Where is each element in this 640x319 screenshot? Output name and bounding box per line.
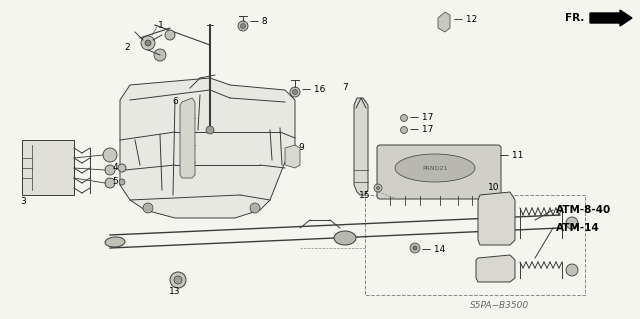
Polygon shape (476, 255, 515, 282)
Text: 13: 13 (169, 287, 180, 296)
Text: — 16: — 16 (302, 85, 325, 94)
Circle shape (145, 40, 151, 46)
Polygon shape (285, 145, 300, 168)
Text: — 14: — 14 (422, 246, 445, 255)
Text: ATM-8-40: ATM-8-40 (556, 205, 611, 215)
Text: 7: 7 (342, 84, 348, 93)
Circle shape (170, 272, 186, 288)
Circle shape (103, 148, 117, 162)
Circle shape (119, 179, 125, 185)
Text: S5PA−B3500: S5PA−B3500 (470, 300, 529, 309)
Text: PRND21: PRND21 (422, 166, 448, 170)
FancyArrow shape (590, 10, 632, 26)
Circle shape (143, 203, 153, 213)
Ellipse shape (395, 154, 475, 182)
Text: — 8: — 8 (250, 18, 268, 26)
Polygon shape (478, 192, 515, 245)
Circle shape (174, 276, 182, 284)
Text: 1: 1 (158, 20, 164, 29)
Polygon shape (180, 98, 195, 178)
Circle shape (401, 115, 408, 122)
Text: 2: 2 (124, 43, 130, 53)
Circle shape (206, 126, 214, 134)
Text: — 11: — 11 (500, 151, 524, 160)
Circle shape (118, 164, 126, 172)
Text: 10: 10 (488, 183, 500, 192)
Circle shape (413, 246, 417, 250)
Circle shape (376, 187, 380, 189)
Text: ATM-14: ATM-14 (556, 223, 600, 233)
Text: 4: 4 (113, 164, 118, 173)
Text: 5: 5 (112, 177, 118, 187)
Polygon shape (438, 12, 450, 32)
Circle shape (154, 49, 166, 61)
Circle shape (250, 203, 260, 213)
Text: 9: 9 (298, 144, 304, 152)
Text: 3: 3 (20, 197, 26, 206)
Bar (365, 195, 585, 295)
Circle shape (290, 87, 300, 97)
Polygon shape (354, 98, 368, 195)
Text: — 17: — 17 (410, 125, 433, 135)
Circle shape (238, 21, 248, 31)
Circle shape (566, 264, 578, 276)
Circle shape (241, 24, 246, 28)
FancyBboxPatch shape (377, 145, 501, 199)
Circle shape (374, 184, 382, 192)
Text: FR.: FR. (564, 13, 584, 23)
Text: — 12: — 12 (454, 16, 477, 25)
Circle shape (165, 30, 175, 40)
Text: 6: 6 (172, 98, 178, 107)
Polygon shape (120, 78, 295, 218)
Bar (22, 140, 74, 195)
Text: 15: 15 (358, 191, 370, 201)
Circle shape (105, 165, 115, 175)
Circle shape (105, 178, 115, 188)
Circle shape (410, 243, 420, 253)
Ellipse shape (334, 231, 356, 245)
Circle shape (292, 90, 298, 94)
Ellipse shape (105, 237, 125, 247)
Circle shape (401, 127, 408, 133)
Circle shape (141, 36, 155, 50)
Circle shape (566, 217, 578, 229)
Text: — 17: — 17 (410, 114, 433, 122)
